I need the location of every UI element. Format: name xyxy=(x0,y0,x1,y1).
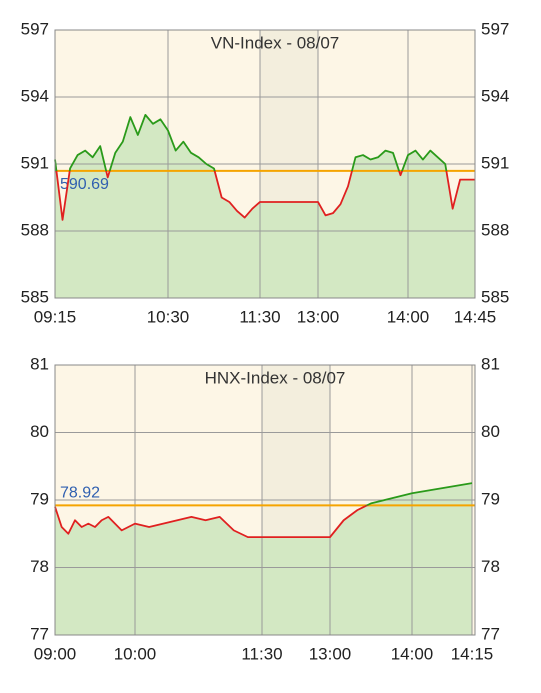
y-tick-label-right: 81 xyxy=(481,354,500,373)
x-tick-label: 10:00 xyxy=(114,644,157,663)
y-tick-label: 591 xyxy=(21,153,49,172)
y-tick-label: 78 xyxy=(30,557,49,576)
x-tick-label: 09:15 xyxy=(34,307,77,326)
x-tick-label: 09:00 xyxy=(34,644,77,663)
x-tick-label: 10:30 xyxy=(147,307,190,326)
index-line xyxy=(54,482,473,539)
chart-title: HNX-Index - 08/07 xyxy=(205,368,346,387)
y-tick-label: 79 xyxy=(30,489,49,508)
y-tick-label-right: 77 xyxy=(481,624,500,643)
y-tick-label: 594 xyxy=(21,86,49,105)
y-tick-label: 597 xyxy=(21,19,49,38)
y-tick-label: 585 xyxy=(21,287,49,306)
y-tick-label: 80 xyxy=(30,422,49,441)
area-fill xyxy=(55,114,475,298)
y-tick-label-right: 597 xyxy=(481,19,509,38)
y-tick-label-right: 585 xyxy=(481,287,509,306)
reference-label: 590.69 xyxy=(60,176,109,193)
y-tick-label-right: 591 xyxy=(481,153,509,172)
plot-border xyxy=(54,29,476,299)
x-tick-label: 14:00 xyxy=(387,307,430,326)
y-tick-label: 588 xyxy=(21,220,49,239)
index-line xyxy=(54,113,475,221)
x-tick-label: 13:00 xyxy=(309,644,352,663)
x-tick-label: 14:15 xyxy=(451,644,494,663)
x-tick-label: 13:00 xyxy=(297,307,340,326)
y-tick-label-right: 588 xyxy=(481,220,509,239)
y-tick-label: 77 xyxy=(30,624,49,643)
reference-label: 78.92 xyxy=(60,485,100,502)
x-tick-label: 14:45 xyxy=(454,307,497,326)
y-tick-label-right: 79 xyxy=(481,489,500,508)
y-tick-label-right: 594 xyxy=(481,86,509,105)
x-tick-label: 11:30 xyxy=(239,307,280,326)
plot-border xyxy=(54,364,476,636)
area-fill xyxy=(55,483,472,635)
y-tick-label: 81 xyxy=(30,354,49,373)
x-tick-label: 11:30 xyxy=(241,644,282,663)
chart-title: VN-Index - 08/07 xyxy=(211,33,340,52)
x-tick-label: 14:00 xyxy=(391,644,434,663)
y-tick-label-right: 80 xyxy=(481,422,500,441)
y-tick-label-right: 78 xyxy=(481,557,500,576)
